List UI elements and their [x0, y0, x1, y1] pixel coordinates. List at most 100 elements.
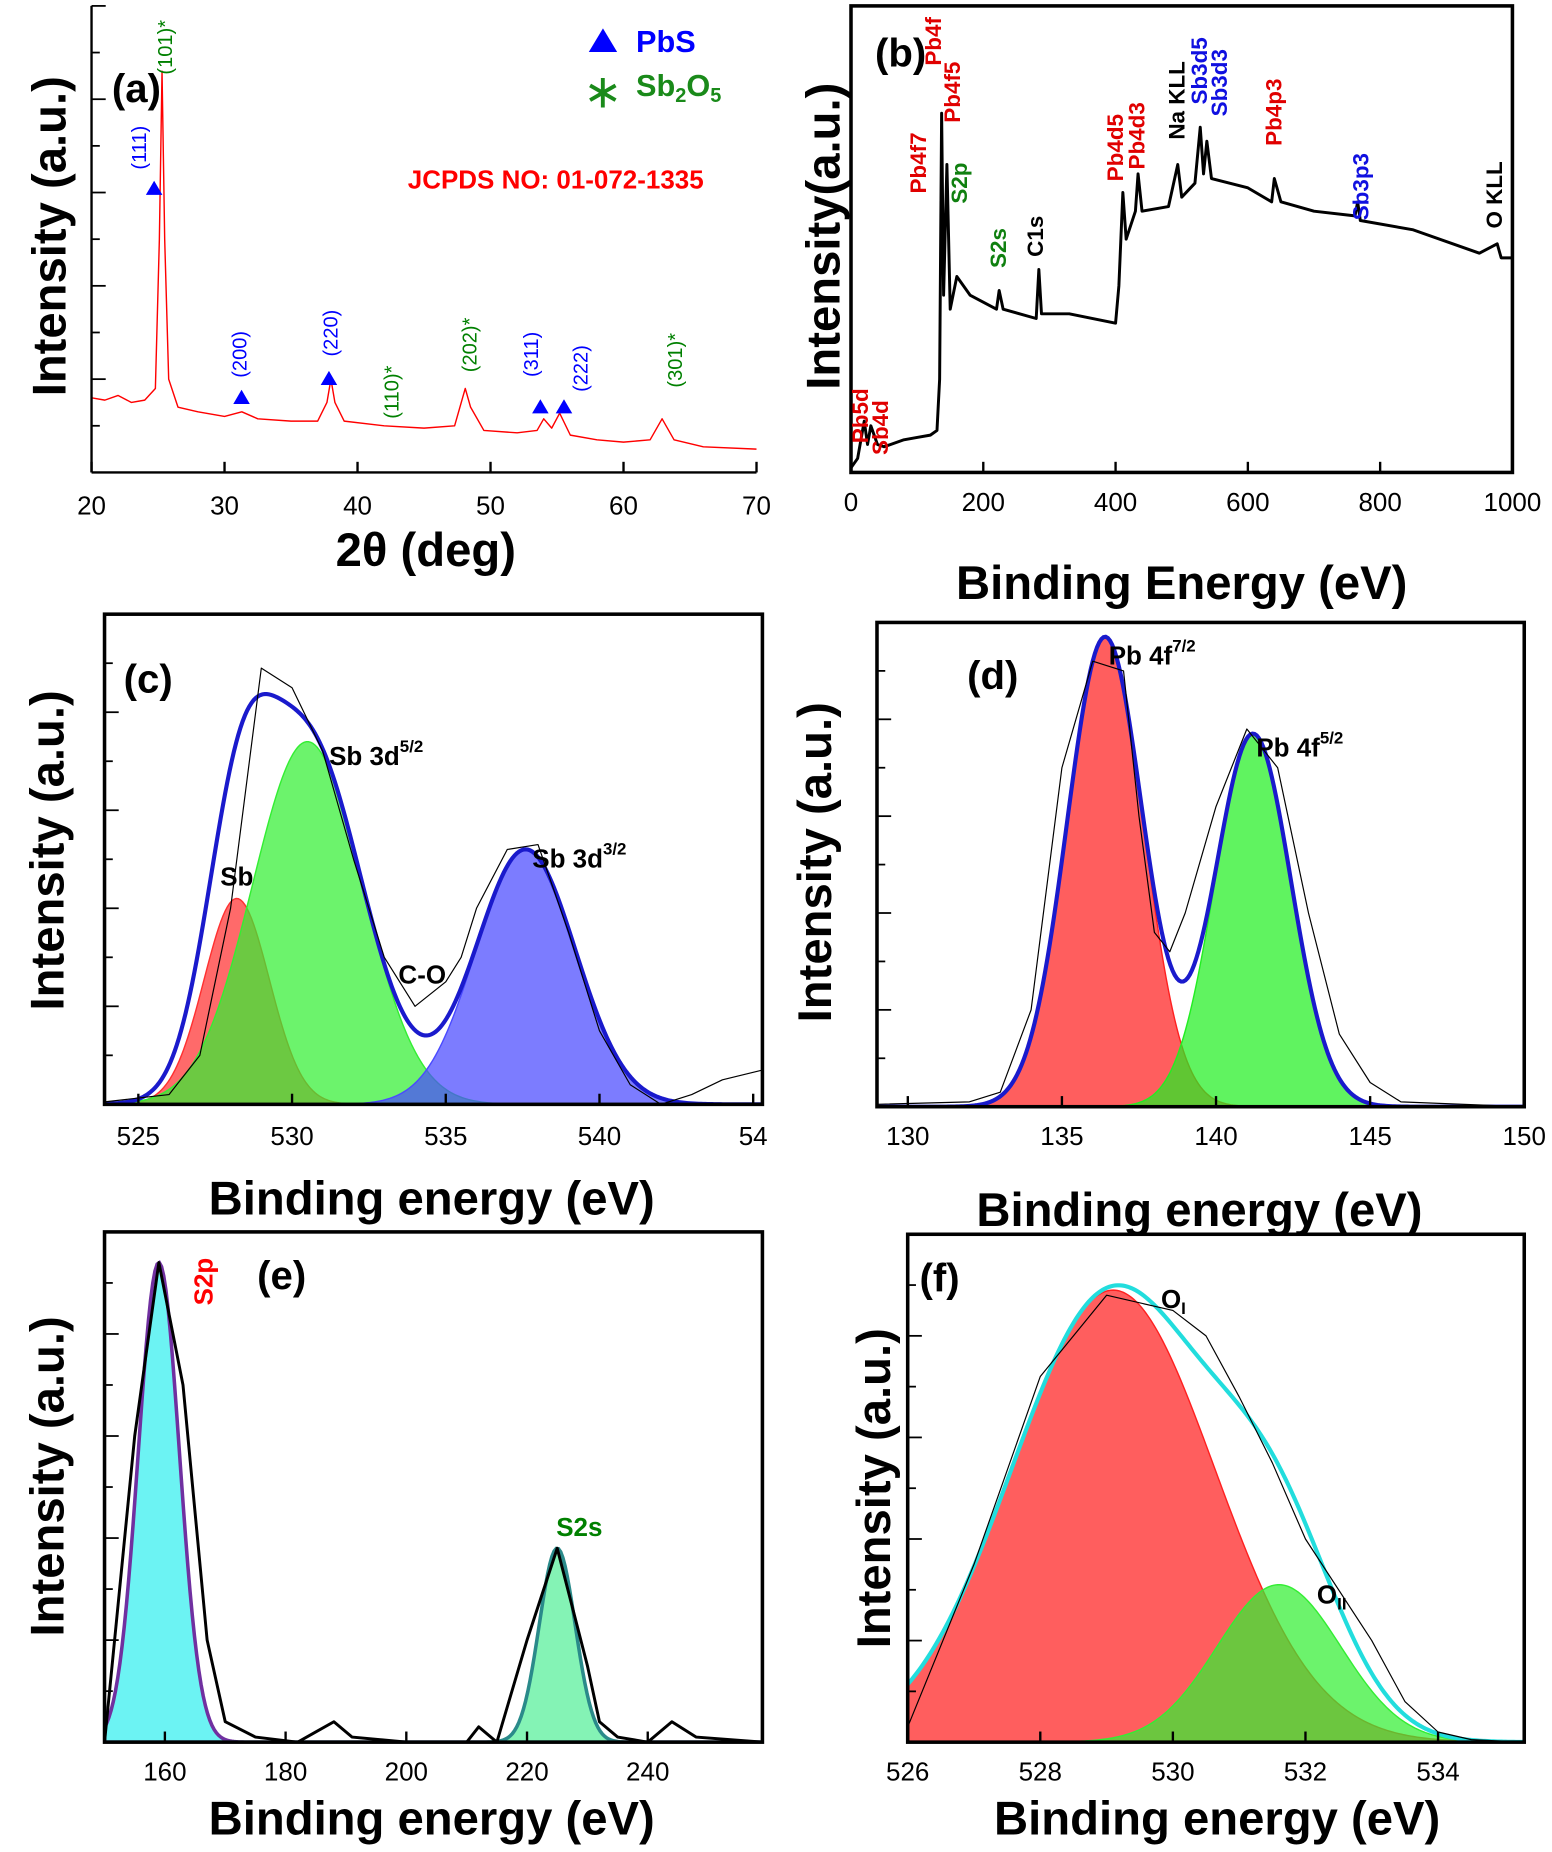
peak-label: Pb 4f7/2	[1109, 637, 1196, 671]
x-tick-label: 526	[886, 1757, 929, 1787]
plot-area	[104, 1260, 763, 1743]
x-axis-label: Binding energy (eV)	[209, 1172, 655, 1225]
x-tick-label: 220	[505, 1757, 548, 1787]
data-line	[91, 70, 757, 450]
peak-label: Sb 3d3/2	[532, 840, 626, 874]
x-tick-label: 20	[77, 491, 106, 521]
fit-envelope	[104, 691, 763, 1105]
panel-label: (d)	[967, 653, 1018, 698]
x-tick-label: 0	[844, 487, 858, 517]
peak-label: OI	[1161, 1284, 1186, 1318]
annotation: (111)	[129, 126, 151, 170]
x-tick-label: 40	[343, 491, 372, 521]
x-tick-label: 525	[117, 1121, 160, 1151]
x-tick-label: 400	[1094, 487, 1137, 517]
data-line	[104, 667, 763, 1105]
peak-component	[104, 1260, 763, 1743]
x-axis-label: Binding energy (eV)	[209, 1792, 655, 1845]
annotation: (311)	[521, 332, 543, 377]
fit-envelope	[907, 1283, 1525, 1743]
x-tick-label: 540	[578, 1121, 621, 1151]
x-tick-label: 530	[1151, 1757, 1194, 1787]
annotation: Pb5d	[848, 388, 873, 443]
annotation: (200)	[229, 331, 251, 378]
y-axis-label: Intensity (a.u.)	[848, 1328, 901, 1648]
annotation: Pb4d5	[1103, 114, 1128, 181]
panel-label: (e)	[257, 1253, 306, 1298]
annotation: C1s	[1023, 216, 1048, 257]
peak-marker	[320, 370, 338, 386]
annotation: C-O	[398, 959, 446, 989]
panel-label: (a)	[112, 66, 161, 111]
x-tick-label: 70	[742, 491, 771, 521]
annotation: Pb4f5	[940, 62, 965, 123]
plot-area	[104, 667, 763, 1105]
y-axis-label: Intensity (a.u.)	[789, 702, 842, 1022]
peak-marker	[233, 389, 250, 404]
annotation: S2p	[947, 162, 972, 203]
annotation: Pb4f	[921, 17, 946, 66]
annotation: S2s	[986, 228, 1011, 268]
annotation: O KLL	[1482, 161, 1507, 229]
x-tick-label: 528	[1019, 1757, 1062, 1787]
annotation: Na KLL	[1164, 61, 1189, 140]
panel-label: (b)	[875, 31, 926, 76]
x-tick-label: 60	[609, 491, 638, 521]
annotation: Sb3p3	[1349, 153, 1374, 220]
y-axis-label: Intensity (a.u.)	[21, 690, 74, 1010]
plot-area	[851, 111, 1513, 469]
peak-label: Sb	[220, 861, 253, 891]
y-axis-label: Intensity (a.u.)	[24, 76, 77, 396]
peak-label: S2p	[189, 1258, 219, 1306]
annotation: (301)*	[665, 333, 687, 388]
x-tick-label: 140	[1194, 1121, 1237, 1151]
x-tick-label: 530	[270, 1121, 313, 1151]
peak-label: Pb 4f5/2	[1256, 729, 1343, 763]
panel: Sb Sb 3d5/2 Sb 3d3/2 525 530 535 540 54 Binding …	[21, 612, 768, 1225]
annotation: (222)	[571, 345, 593, 392]
data-line	[876, 660, 1525, 1107]
y-axis-label: Intensity (a.u.)	[21, 1316, 74, 1636]
peak-marker	[555, 399, 573, 414]
x-tick-label: 30	[210, 491, 239, 521]
annotation: Pb4d3	[1124, 102, 1149, 169]
annotation: Sb4d	[868, 400, 893, 455]
annotation: (220)	[320, 310, 342, 357]
x-tick-label: 135	[1040, 1121, 1083, 1151]
x-tick-label: 54	[739, 1121, 768, 1151]
plot-frame	[102, 1230, 765, 1744]
x-tick-label: 1000	[1484, 487, 1542, 517]
legend-marker	[588, 28, 618, 52]
x-tick-label: 532	[1284, 1757, 1327, 1787]
x-axis-label: Binding Energy (eV)	[956, 557, 1407, 610]
peak-marker	[532, 399, 549, 414]
peak-label: Sb 3d5/2	[329, 737, 423, 771]
x-tick-label: 145	[1348, 1121, 1391, 1151]
x-tick-label: 600	[1226, 487, 1269, 517]
x-tick-label: 200	[385, 1757, 428, 1787]
peak-label: OII	[1317, 1580, 1347, 1614]
peak-label: S2s	[556, 1512, 602, 1542]
x-axis-label: 2θ (deg)	[336, 524, 516, 577]
panel-label: (f)	[920, 1255, 960, 1300]
x-axis-label: Binding energy (eV)	[976, 1184, 1422, 1237]
x-tick-label: 240	[626, 1757, 669, 1787]
data-line	[104, 1261, 763, 1743]
panel: Pb 4f7/2 Pb 4f5/2 130 135 140 145 150 Binding e…	[789, 620, 1546, 1237]
note: JCPDS NO: 01-072-1335	[408, 165, 704, 195]
y-axis-label: Intensity(a.u.)	[797, 83, 850, 390]
annotation: (110)*	[382, 365, 404, 418]
peak-component	[876, 733, 1525, 1107]
legend-marker: ∗	[583, 66, 623, 119]
x-tick-label: 534	[1416, 1757, 1459, 1787]
legend-label: Sb2O5	[636, 68, 721, 108]
data-line	[907, 1294, 1525, 1743]
x-tick-label: 150	[1503, 1121, 1546, 1151]
plot-area	[876, 634, 1525, 1107]
x-tick-label: 800	[1358, 487, 1401, 517]
peak-marker	[145, 180, 163, 195]
annotation: (101)*	[155, 20, 177, 75]
plot-frame	[849, 4, 1515, 475]
